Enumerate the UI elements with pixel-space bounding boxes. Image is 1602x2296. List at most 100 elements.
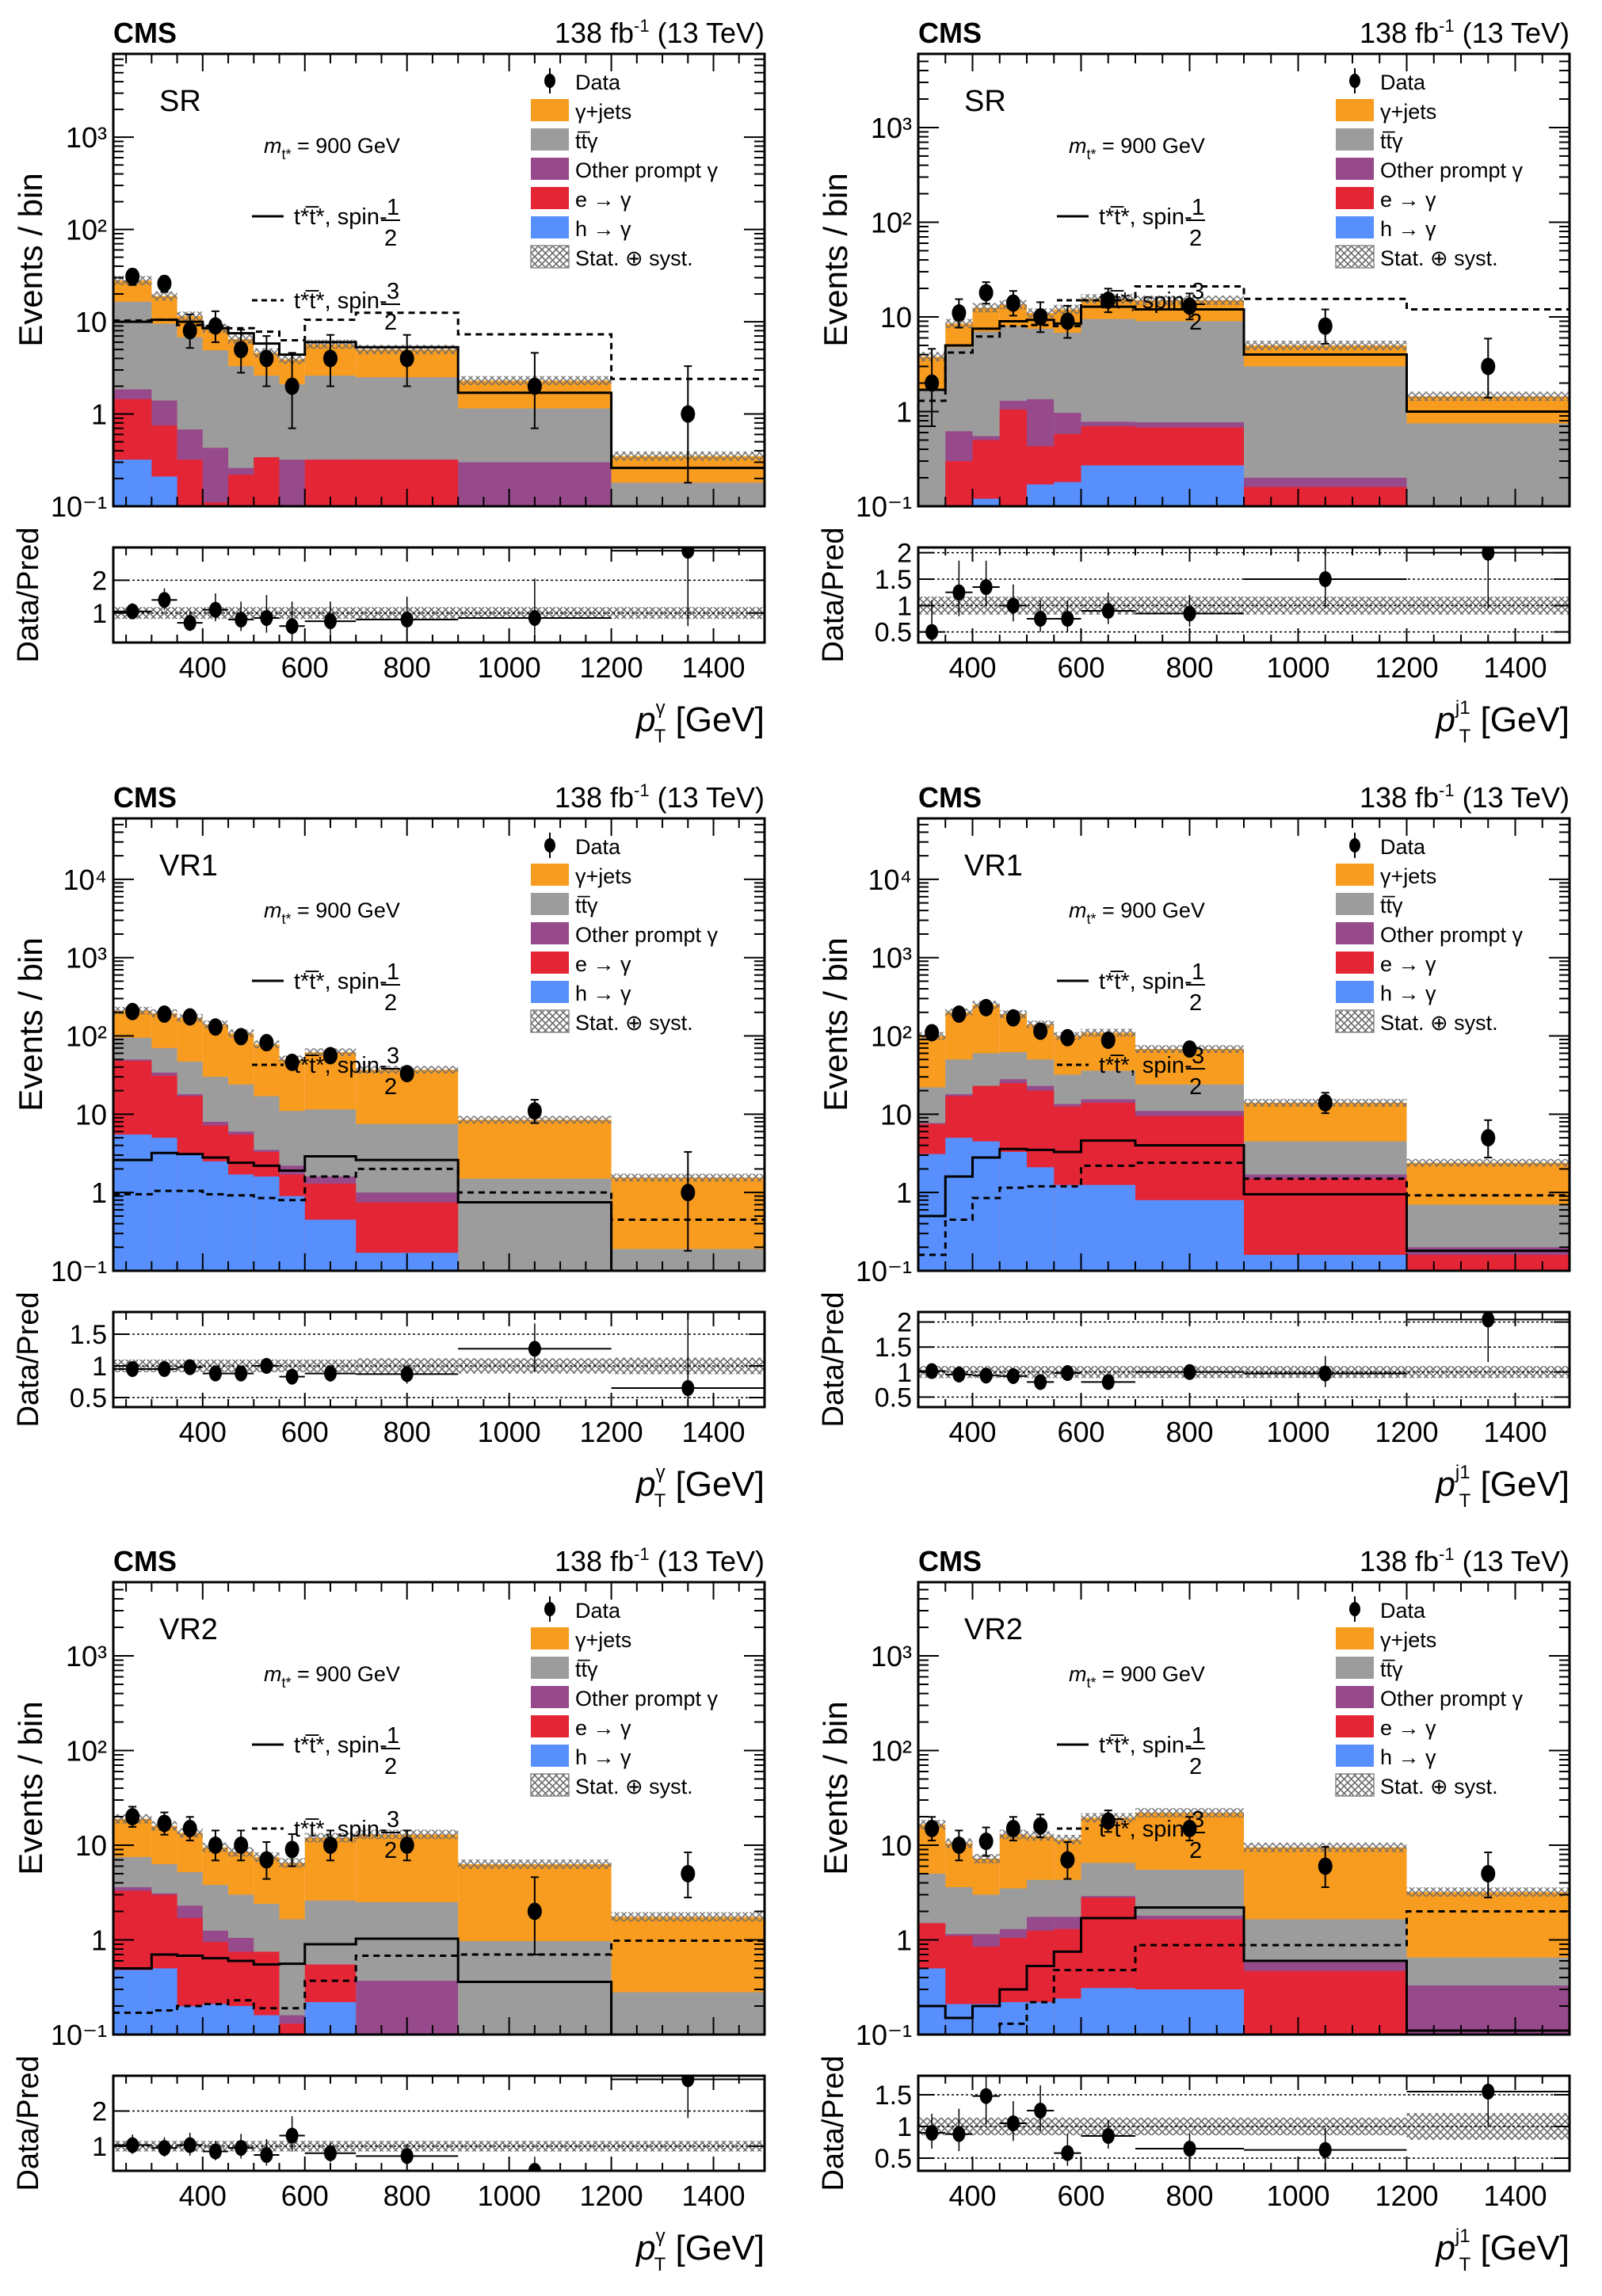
bar-htog [1027,484,1055,506]
legend-label: Other prompt γ [575,158,719,182]
data-point [978,284,994,302]
x-tick-label: 1200 [580,2180,643,2212]
data-point [234,341,249,359]
ratio-uncertainty-band [611,2141,765,2152]
x-axis-label: pγ T [GeV] [635,697,765,747]
x-tick-label: 800 [1165,1416,1213,1448]
bar-etog [1244,1970,1407,2035]
bar-ttg [458,1178,612,1271]
bar-htog [918,1154,946,1271]
x-tick-label: 1400 [1483,2180,1547,2212]
bar-htog [113,1970,152,2035]
bar-other [202,448,229,506]
legend-swatch [1336,1627,1374,1650]
ratio-y-tick-label: 1 [897,591,912,621]
y-axis-label: Events / bin [817,1701,854,1875]
x-tick-label: 600 [281,2180,329,2212]
x-tick-label: 600 [281,1416,329,1448]
cms-label: CMS [113,781,177,814]
ratio-plot-area [918,1312,1570,1398]
legend-data-marker [544,74,555,88]
ratio-plot-area [918,547,1570,643]
legend-swatch [531,1657,569,1679]
x-tick-label: 600 [1057,2180,1104,2212]
y-tick-label: 10⁻¹ [856,2019,912,2051]
cms-label: CMS [918,781,982,814]
spin-fraction-den: 2 [1189,310,1202,335]
legend-swatch [531,981,569,1003]
x-tick-label: 1000 [478,2180,541,2212]
plot-area [918,281,1570,506]
x-tick-label: 600 [1057,651,1104,684]
data-point [1060,1851,1075,1869]
ratio-y-tick-label: 2 [92,566,107,596]
y-tick-label: 10³ [871,942,912,974]
legend-hatch-swatch [1335,1773,1375,1797]
data-point [1033,307,1048,326]
data-point [1060,312,1075,330]
bar-htog [151,1138,177,1271]
legend-label: h → γ [1380,217,1436,241]
y-tick-label: 10⁻¹ [51,490,107,523]
signal-spin-three-half-line [113,1167,765,1221]
main-frame [112,1581,766,2036]
region-label: VR1 [964,849,1023,883]
ratio-y-axis-label: Data/Pred [12,527,45,662]
legend-swatch [1336,864,1374,886]
legend-label: h → γ [1380,1745,1436,1769]
region-label: SR [964,85,1006,118]
legend-label: e → γ [575,1716,631,1740]
data-point [399,1836,414,1854]
ratio-panel: 0.511.5 Data/Pred 400 600 800 1000 1200 1400 pj1… [817,2055,1571,2275]
y-axis-label: Events / bin [12,937,49,1111]
ratio-y-tick-label: 0.5 [875,618,912,648]
legend-label: tt̅γ [1380,129,1403,153]
legend-label: e → γ [1380,1716,1436,1740]
ratio-plot-area [113,2076,765,2171]
panel-vr2-jet: CMS 138 fb-1 (13 TeV) 10⁻¹ 1 10 10² 10³ Events … [817,1544,1571,2275]
uncertainty-band [151,291,177,301]
ratio-frame [917,546,1571,644]
bar-htog [918,1968,946,2035]
ratio-point [1318,571,1332,587]
spin-fraction-den: 2 [1189,226,1202,251]
lumi-label: 138 fb-1 (13 TeV) [1360,780,1570,814]
bar-htog [999,1151,1027,1271]
y-tick-label: 1 [91,1177,107,1209]
lumi-label: 138 fb-1 (13 TeV) [555,16,765,49]
y-tick-label: 10 [880,1098,912,1131]
data-point [1100,1812,1116,1830]
spin-fraction-den: 2 [384,1754,397,1779]
data-point [1100,1032,1116,1050]
legend-label: Stat. ⊕ syst. [575,1011,693,1035]
x-tick-label: 600 [281,651,329,684]
legend-label: Data [575,71,621,94]
legend-label: γ+jets [1380,1628,1436,1652]
data-point [125,267,140,285]
x-tick-label: 1400 [1483,1416,1547,1448]
region-label: VR2 [964,1613,1023,1646]
spin-fraction-num: 1 [1192,1723,1204,1749]
x-tick-label: 1200 [580,651,643,684]
ratio-panel: 0.511.52 Data/Pred 400 600 800 1000 1200 1400 pj… [817,527,1571,747]
data-point [234,1836,249,1854]
data-point [952,304,967,322]
x-tick-label: 400 [948,2180,996,2212]
data-point [157,1814,172,1833]
signal-legend-label: t*t̅*, spin- [294,1817,387,1842]
x-tick-label: 400 [948,1416,996,1448]
legend-label: Other prompt γ [575,923,719,947]
data-point [323,1047,338,1065]
bar-htog [1054,1998,1081,2035]
ratio-point [1183,1363,1196,1380]
x-tick-label: 1200 [1375,2180,1438,2212]
ratio-point [235,1365,248,1382]
signal-legend-label: t*t̅*, spin- [294,969,387,994]
ratio-y-tick-label: 2 [897,539,912,569]
ratio-point [324,2145,337,2161]
cms-label: CMS [918,1545,982,1577]
y-tick-label: 10² [66,214,107,246]
legend-data-marker [1349,74,1360,88]
ratio-frame [112,546,766,644]
legend-swatch [1336,99,1374,121]
